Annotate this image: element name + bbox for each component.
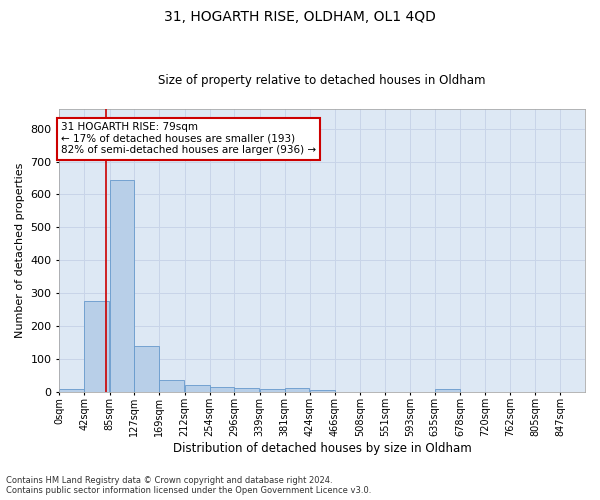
Text: Contains HM Land Registry data © Crown copyright and database right 2024.
Contai: Contains HM Land Registry data © Crown c… (6, 476, 371, 495)
Y-axis label: Number of detached properties: Number of detached properties (15, 162, 25, 338)
Bar (209, 387, 235, 392)
Bar (435, 389, 460, 392)
Title: Size of property relative to detached houses in Oldham: Size of property relative to detached ho… (158, 74, 486, 87)
Bar (159, 380, 184, 392)
Bar (185, 385, 209, 392)
Bar (284, 388, 310, 392)
Bar (235, 388, 259, 392)
X-axis label: Distribution of detached houses by size in Oldham: Distribution of detached houses by size … (173, 442, 472, 455)
Text: 31, HOGARTH RISE, OLDHAM, OL1 4QD: 31, HOGARTH RISE, OLDHAM, OL1 4QD (164, 10, 436, 24)
Bar (59, 389, 84, 392)
Bar (260, 389, 284, 392)
Text: 31 HOGARTH RISE: 79sqm
← 17% of detached houses are smaller (193)
82% of semi-de: 31 HOGARTH RISE: 79sqm ← 17% of detached… (61, 122, 316, 156)
Bar (134, 346, 159, 392)
Bar (310, 390, 335, 392)
Bar (84, 301, 109, 392)
Bar (110, 180, 134, 392)
